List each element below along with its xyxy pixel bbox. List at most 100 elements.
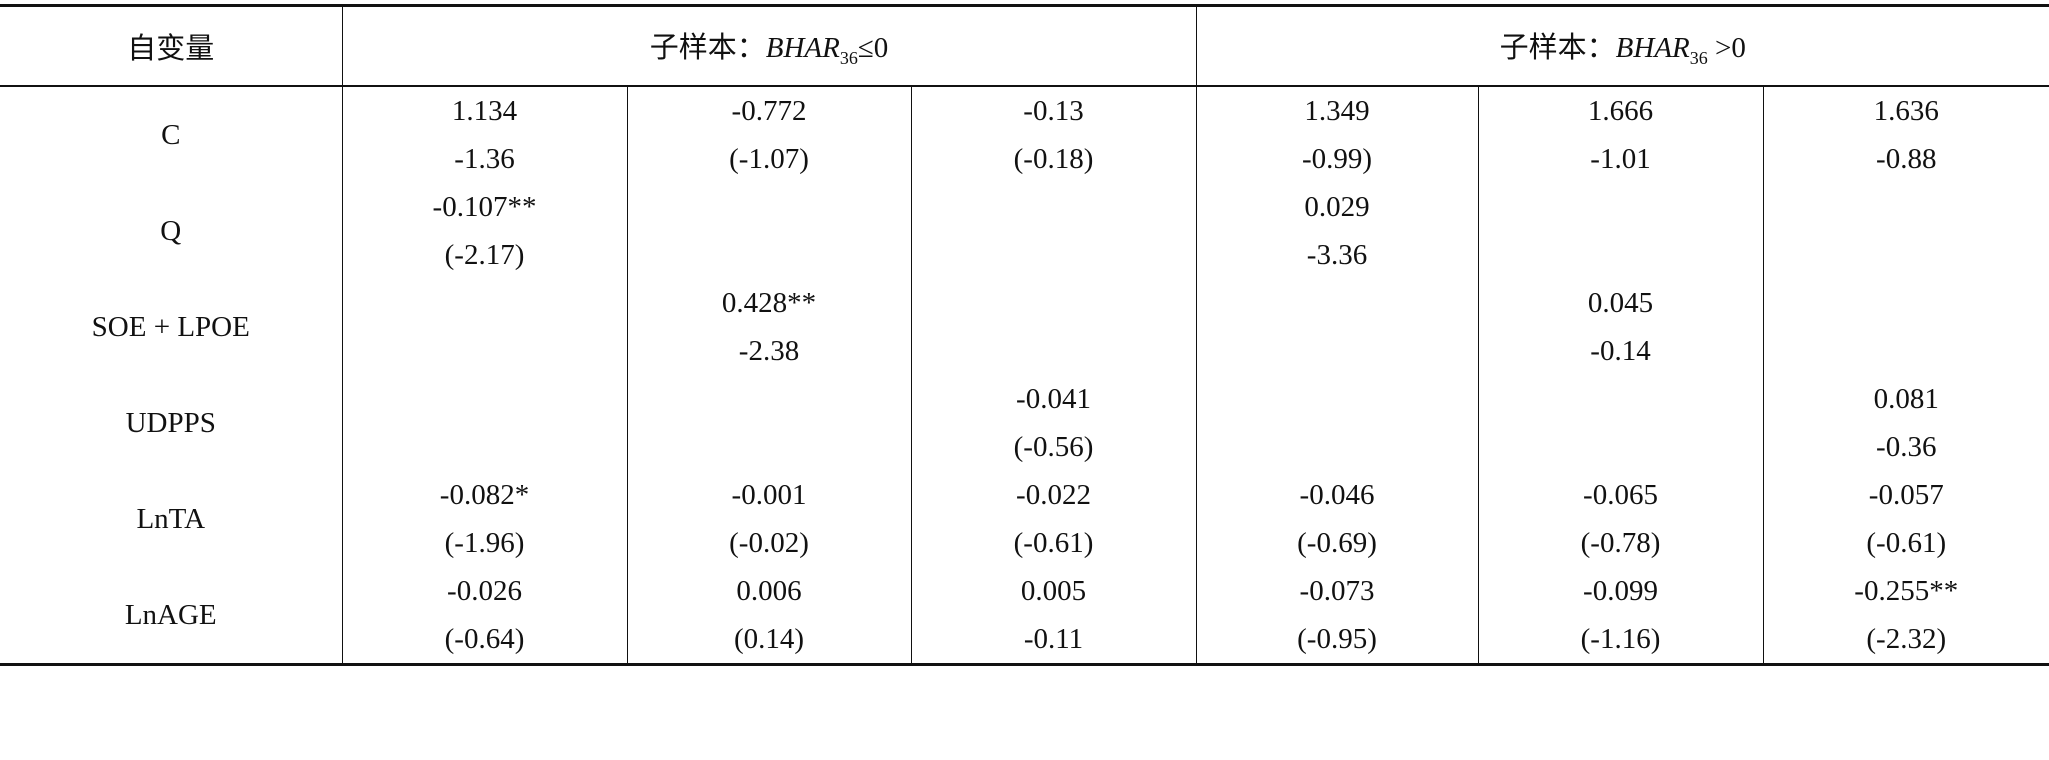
coefficient: -0.026 <box>447 575 522 607</box>
table-row: UDPPS -0.041 (-0.56) 0.081 -0.36 <box>0 375 2049 471</box>
t-statistic: (-0.69) <box>1297 527 1377 559</box>
t-statistic: -2.38 <box>738 335 800 367</box>
data-cell <box>626 375 911 471</box>
data-cell: 0.029 -3.36 <box>1195 183 1478 279</box>
header-text: 子样本： <box>1499 31 1616 64</box>
t-statistic: (-0.61) <box>1866 527 1947 559</box>
coefficient: -0.041 <box>1016 383 1091 415</box>
row-label: C <box>161 118 181 151</box>
coefficient: 0.045 <box>1587 287 1654 319</box>
header-text: 子样本： <box>649 31 766 64</box>
row-label: LnAGE <box>0 567 342 666</box>
data-cell <box>1477 183 1763 279</box>
header-cell: 子样本：BHAR36≤0 <box>341 4 1196 87</box>
coefficient: 1.636 <box>1873 95 1939 127</box>
coefficient: 0.006 <box>736 575 802 607</box>
data-cell <box>1477 375 1763 471</box>
table-row: Q -0.107** (-2.17) 0.029 -3.36 <box>0 183 2049 279</box>
data-cell <box>1195 279 1478 375</box>
coefficient: 1.134 <box>451 95 518 127</box>
coefficient: -0.073 <box>1299 575 1375 607</box>
table-row: C 1.134 -1.36 -0.772 (-1.07) -0.13 (-0.18) 1.34… <box>0 86 2049 183</box>
coefficient: 0.029 <box>1304 191 1370 223</box>
header-text: >0 <box>1707 31 1746 64</box>
table-body: C 1.134 -1.36 -0.772 (-1.07) -0.13 (-0.18) 1.34… <box>0 86 2049 666</box>
data-cell: -0.13 (-0.18) <box>910 86 1196 183</box>
coefficient: 1.349 <box>1304 95 1370 127</box>
t-statistic: (-2.32) <box>1866 623 1947 655</box>
table-row: SOE + LPOE 0.428** -2.38 0.045 -0.14 <box>0 279 2049 375</box>
t-statistic: -3.36 <box>1306 239 1368 271</box>
data-cell: -0.082* (-1.96) <box>341 471 627 567</box>
data-cell: -0.073 (-0.95) <box>1195 567 1478 666</box>
header-var: BHAR <box>765 31 840 64</box>
data-cell: -0.099 (-1.16) <box>1477 567 1763 666</box>
header-var: BHAR <box>1615 31 1690 64</box>
coefficient: -0.022 <box>1016 479 1091 511</box>
data-cell: 0.006 (0.14) <box>626 567 911 666</box>
t-statistic: -0.88 <box>1876 143 1937 175</box>
header-text: ≤0 <box>857 31 889 64</box>
data-cell: 1.349 -0.99) <box>1195 86 1478 183</box>
data-cell <box>1762 183 2049 279</box>
data-cell: -0.001 (-0.02) <box>626 471 911 567</box>
data-cell: -0.046 (-0.69) <box>1195 471 1478 567</box>
coefficient: -0.255** <box>1854 575 1959 607</box>
data-cell <box>1195 375 1478 471</box>
data-cell: 0.428** -2.38 <box>626 279 911 375</box>
coefficient: -0.065 <box>1583 479 1658 511</box>
t-statistic: (-2.17) <box>444 239 525 271</box>
t-statistic: (-0.56) <box>1013 431 1094 463</box>
t-statistic: -0.14 <box>1590 335 1651 367</box>
data-cell: -0.772 (-1.07) <box>626 86 911 183</box>
t-statistic: (-0.02) <box>729 527 809 559</box>
coefficient: -0.13 <box>1023 95 1084 127</box>
results-table: 自变量 子样本：BHAR36≤0 子样本：BHAR36 >0 C 1.134 -1.… <box>0 4 2049 666</box>
data-cell: -0.057 (-0.61) <box>1762 471 2049 567</box>
data-cell: -0.065 (-0.78) <box>1477 471 1763 567</box>
table-row: LnTA -0.082* (-1.96) -0.001 (-0.02) -0.022 (-0… <box>0 471 2049 567</box>
data-cell: 0.081 -0.36 <box>1762 375 2049 471</box>
row-label: SOE + LPOE <box>91 310 250 343</box>
t-statistic: -0.36 <box>1876 431 1937 463</box>
t-statistic: (-0.18) <box>1013 143 1094 175</box>
data-cell: 0.045 -0.14 <box>1477 279 1763 375</box>
t-statistic: (-1.07) <box>729 143 809 175</box>
table-header: 自变量 子样本：BHAR36≤0 子样本：BHAR36 >0 <box>0 4 2049 87</box>
header-cell: 自变量 <box>0 4 342 87</box>
coefficient: -0.772 <box>731 95 807 127</box>
data-cell: -0.022 (-0.61) <box>910 471 1196 567</box>
t-statistic: (-0.95) <box>1297 623 1377 655</box>
data-cell <box>910 183 1196 279</box>
data-cell <box>341 375 627 471</box>
t-statistic: -0.11 <box>1023 623 1084 655</box>
data-cell: -0.041 (-0.56) <box>910 375 1196 471</box>
data-cell: -0.026 (-0.64) <box>341 567 627 666</box>
coefficient: 0.081 <box>1873 383 1939 415</box>
t-statistic: (-0.78) <box>1580 527 1661 559</box>
coefficient: -0.001 <box>731 479 807 511</box>
row-label: Q <box>160 214 182 247</box>
t-statistic: -0.99) <box>1301 143 1373 175</box>
t-statistic: (-0.64) <box>444 623 525 655</box>
data-cell: -0.255** (-2.32) <box>1762 567 2049 666</box>
data-cell: 0.005 -0.11 <box>910 567 1196 666</box>
header-sub: 36 <box>839 47 858 68</box>
data-cell: -0.107** (-2.17) <box>341 183 627 279</box>
coefficient: -0.046 <box>1299 479 1375 511</box>
header-cell: 子样本：BHAR36 >0 <box>1195 4 2049 87</box>
data-cell <box>1762 279 2049 375</box>
t-statistic: (-0.61) <box>1013 527 1094 559</box>
data-cell: 1.666 -1.01 <box>1477 86 1763 183</box>
coefficient: 1.666 <box>1587 95 1654 127</box>
t-statistic: -1.36 <box>454 143 515 175</box>
data-cell: 1.636 -0.88 <box>1762 86 2049 183</box>
coefficient: 0.428** <box>721 287 817 319</box>
row-label: LnTA <box>136 502 206 535</box>
coefficient: -0.082* <box>439 479 530 511</box>
coefficient: -0.099 <box>1583 575 1658 607</box>
coefficient: 0.005 <box>1020 575 1087 607</box>
row-label: UDPPS <box>125 406 216 439</box>
data-cell <box>341 279 627 375</box>
